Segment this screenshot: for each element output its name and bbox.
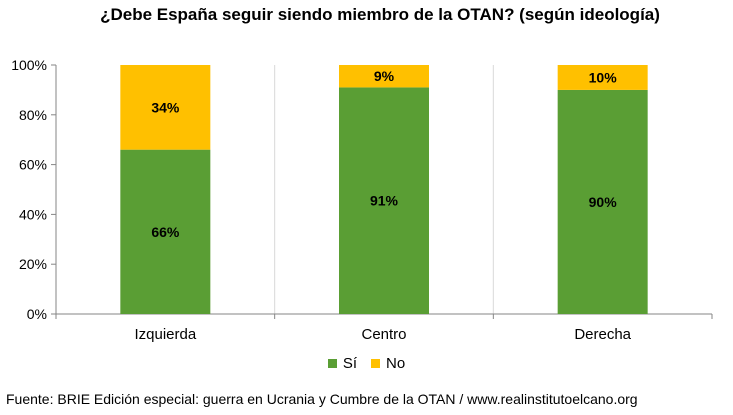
x-tick-label: Centro bbox=[361, 326, 406, 343]
y-tick-label: 20% bbox=[19, 256, 47, 272]
bar-no bbox=[339, 65, 429, 88]
legend-label-no: No bbox=[386, 355, 406, 372]
legend-item-si: Sí bbox=[327, 355, 357, 372]
chart-legend: Sí No bbox=[0, 355, 733, 372]
data-label: 9% bbox=[374, 68, 395, 84]
x-tick-label: Derecha bbox=[574, 326, 631, 343]
bar-no bbox=[557, 65, 648, 90]
y-tick-label: 60% bbox=[19, 157, 47, 173]
y-tick-label: 40% bbox=[19, 206, 47, 222]
data-label: 66% bbox=[151, 224, 180, 240]
data-label: 34% bbox=[151, 99, 180, 115]
data-label: 10% bbox=[589, 69, 618, 85]
y-tick-label: 80% bbox=[19, 107, 47, 123]
bar-si bbox=[339, 87, 429, 314]
chart-title: ¿Debe España seguir siendo miembro de la… bbox=[100, 5, 660, 24]
bar-si bbox=[120, 149, 211, 314]
y-tick-label: 100% bbox=[11, 57, 47, 73]
x-tick-label: Izquierda bbox=[134, 326, 196, 343]
data-label: 90% bbox=[589, 194, 618, 210]
source-note: Fuente: BRIE Edición especial: guerra en… bbox=[6, 391, 638, 407]
data-label: 91% bbox=[370, 193, 399, 209]
legend-label-si: Sí bbox=[342, 355, 357, 372]
bar-si bbox=[557, 89, 648, 315]
legend-swatch-no bbox=[371, 359, 380, 368]
legend-swatch-si bbox=[327, 359, 337, 368]
bar-no bbox=[120, 65, 211, 150]
legend-item-no: No bbox=[371, 355, 405, 372]
y-tick-label: 0% bbox=[27, 306, 47, 322]
